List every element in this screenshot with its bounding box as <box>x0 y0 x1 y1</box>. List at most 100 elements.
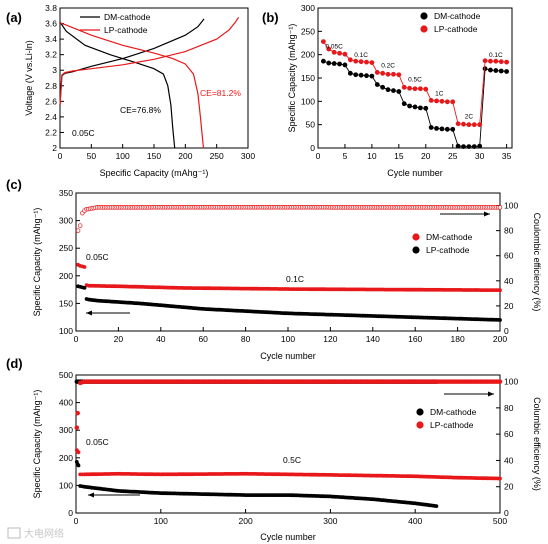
b-x-tick-label: 5 <box>343 151 348 161</box>
a-y-tick-label: 3.4 <box>45 34 57 44</box>
b-series-0-point <box>434 125 439 131</box>
b-series-0-point <box>337 61 342 67</box>
d-y-tick-label: 400 <box>59 398 73 408</box>
d-plot-frame <box>75 374 501 514</box>
b-y-tick-label: 250 <box>301 26 315 36</box>
c-x-tick-label: 160 <box>408 334 422 344</box>
d-y-axis-title: Specific Capacity (mAhg⁻¹) <box>32 390 42 499</box>
b-series-1-point <box>471 122 477 128</box>
c-y2-tick-label: 40 <box>504 276 514 286</box>
a-y-tick-label: 2.2 <box>45 127 57 137</box>
d-x-tick-label: 400 <box>408 516 422 526</box>
c-y2-tick-label: 60 <box>504 251 514 261</box>
a-annotation-ce-dm: CE=76.8% <box>120 105 161 115</box>
b-series-1-point <box>396 72 402 78</box>
b-series-0-point <box>342 62 348 68</box>
d-y2-tick-label: 60 <box>504 429 514 439</box>
b-x-tick-label: 0 <box>316 151 321 161</box>
a-y-tick-label: 3.8 <box>45 3 57 13</box>
panel-c-label: (c) <box>6 177 22 192</box>
d-arrow-head <box>488 391 494 397</box>
b-series-0-point <box>471 144 477 150</box>
b-legend-marker <box>420 25 428 33</box>
b-y-tick-label: 0 <box>310 143 315 153</box>
d-series-1-efficiency-point <box>75 410 80 416</box>
b-series-0-point <box>477 143 483 149</box>
d-legend-label: DM-cathode <box>430 407 477 417</box>
a-x-tick-label: 0 <box>58 151 63 161</box>
c-y2-tick-label: 0 <box>504 326 509 336</box>
d-y-tick-label: 300 <box>59 425 73 435</box>
b-series-1-point <box>488 58 493 64</box>
c-plot-frame <box>75 192 501 332</box>
b-x-tick-label: 10 <box>367 151 377 161</box>
b-series-1-point <box>407 85 413 91</box>
a-x-tick-label: 250 <box>210 151 224 161</box>
d-y-tick-label: 200 <box>59 453 73 463</box>
a-x-tick-label: 150 <box>147 151 161 161</box>
b-series-1-point <box>455 121 461 127</box>
c-series-0-efficiency-point <box>497 205 503 210</box>
d-legend-marker <box>416 408 424 416</box>
c-x-tick-label: 40 <box>156 334 166 344</box>
a-y-tick-label: 2.4 <box>45 112 57 122</box>
d-series-1-capacity-point <box>76 450 81 455</box>
d-arrow-head <box>88 492 94 498</box>
a-y-tick-label: 2.6 <box>45 96 57 106</box>
b-series-1-point <box>391 71 396 77</box>
b-series-1-point <box>385 71 391 77</box>
a-x-tick-label: 50 <box>87 151 97 161</box>
c-series-1-capacity-point <box>498 318 502 322</box>
b-rate-label: 0.2C <box>381 63 395 70</box>
watermark-text: 大电网络 <box>24 527 64 540</box>
d-y2-tick-label: 0 <box>504 508 509 518</box>
d-series-0-capacity-point <box>76 463 81 468</box>
b-series-1-point <box>450 99 456 105</box>
panel-a-label: (a) <box>6 10 22 25</box>
a-series-1-curve-1 <box>59 22 205 149</box>
d-x-tick-label: 500 <box>493 516 507 526</box>
b-series-1-point <box>374 70 380 75</box>
d-y2-tick-label: 20 <box>504 482 514 492</box>
c-x-tick-label: 80 <box>241 334 251 344</box>
b-series-0-point <box>407 103 413 109</box>
a-series-0-curve-1 <box>59 21 176 149</box>
b-series-0-point <box>466 144 472 150</box>
c-y-axis-title: Specific Capacity (mAhg⁻¹) <box>32 208 42 317</box>
c-y-tick-label: 200 <box>59 271 73 281</box>
b-y-tick-label: 100 <box>301 96 315 106</box>
a-series-1-curve-0 <box>59 16 240 106</box>
b-y-tick-label: 300 <box>301 3 315 13</box>
b-y-axis-title: Specific Capacity (mAhg⁻¹) <box>287 24 297 133</box>
a-y-axis-title: Voltage (V vs.Li-ln) <box>24 40 34 116</box>
d-annotation-rate-1: 0.05C <box>86 437 109 447</box>
a-y-tick-label: 3.2 <box>45 50 57 60</box>
c-x-tick-label: 100 <box>281 334 295 344</box>
c-series-0-efficiency-point <box>77 223 83 228</box>
c-x-tick-label: 120 <box>323 334 337 344</box>
c-x-axis-title: Cycle number <box>260 351 316 361</box>
b-series-1-point <box>461 121 466 127</box>
c-y2-tick-label: 100 <box>504 201 518 211</box>
b-series-0-point <box>428 125 434 130</box>
b-series-0-point <box>498 68 504 74</box>
b-x-tick-label: 25 <box>448 151 458 161</box>
c-x-tick-label: 200 <box>493 334 507 344</box>
b-rate-label: 0.1C <box>489 52 503 59</box>
c-legend-label: LP-cathode <box>426 245 470 255</box>
d-series-1-efficiency-point <box>74 425 80 430</box>
d-y-tick-label: 100 <box>59 480 73 490</box>
b-series-0-point <box>444 126 450 132</box>
b-series-0-point <box>439 126 445 132</box>
d-series-0-capacity-point <box>434 504 439 508</box>
a-x-axis-title: Specific Capacity (mAhg⁻¹) <box>100 168 209 178</box>
c-arrow-head <box>484 211 490 217</box>
watermark-icon <box>7 527 21 539</box>
d-legend-label: LP-cathode <box>430 420 474 430</box>
c-annotation-rate-1: 0.05C <box>86 252 109 262</box>
a-y-tick-label: 2.8 <box>45 81 57 91</box>
c-legend-label: DM-cathode <box>426 232 473 242</box>
d-x-tick-label: 100 <box>154 516 168 526</box>
a-x-tick-label: 100 <box>116 151 130 161</box>
b-y-tick-label: 200 <box>301 50 315 60</box>
